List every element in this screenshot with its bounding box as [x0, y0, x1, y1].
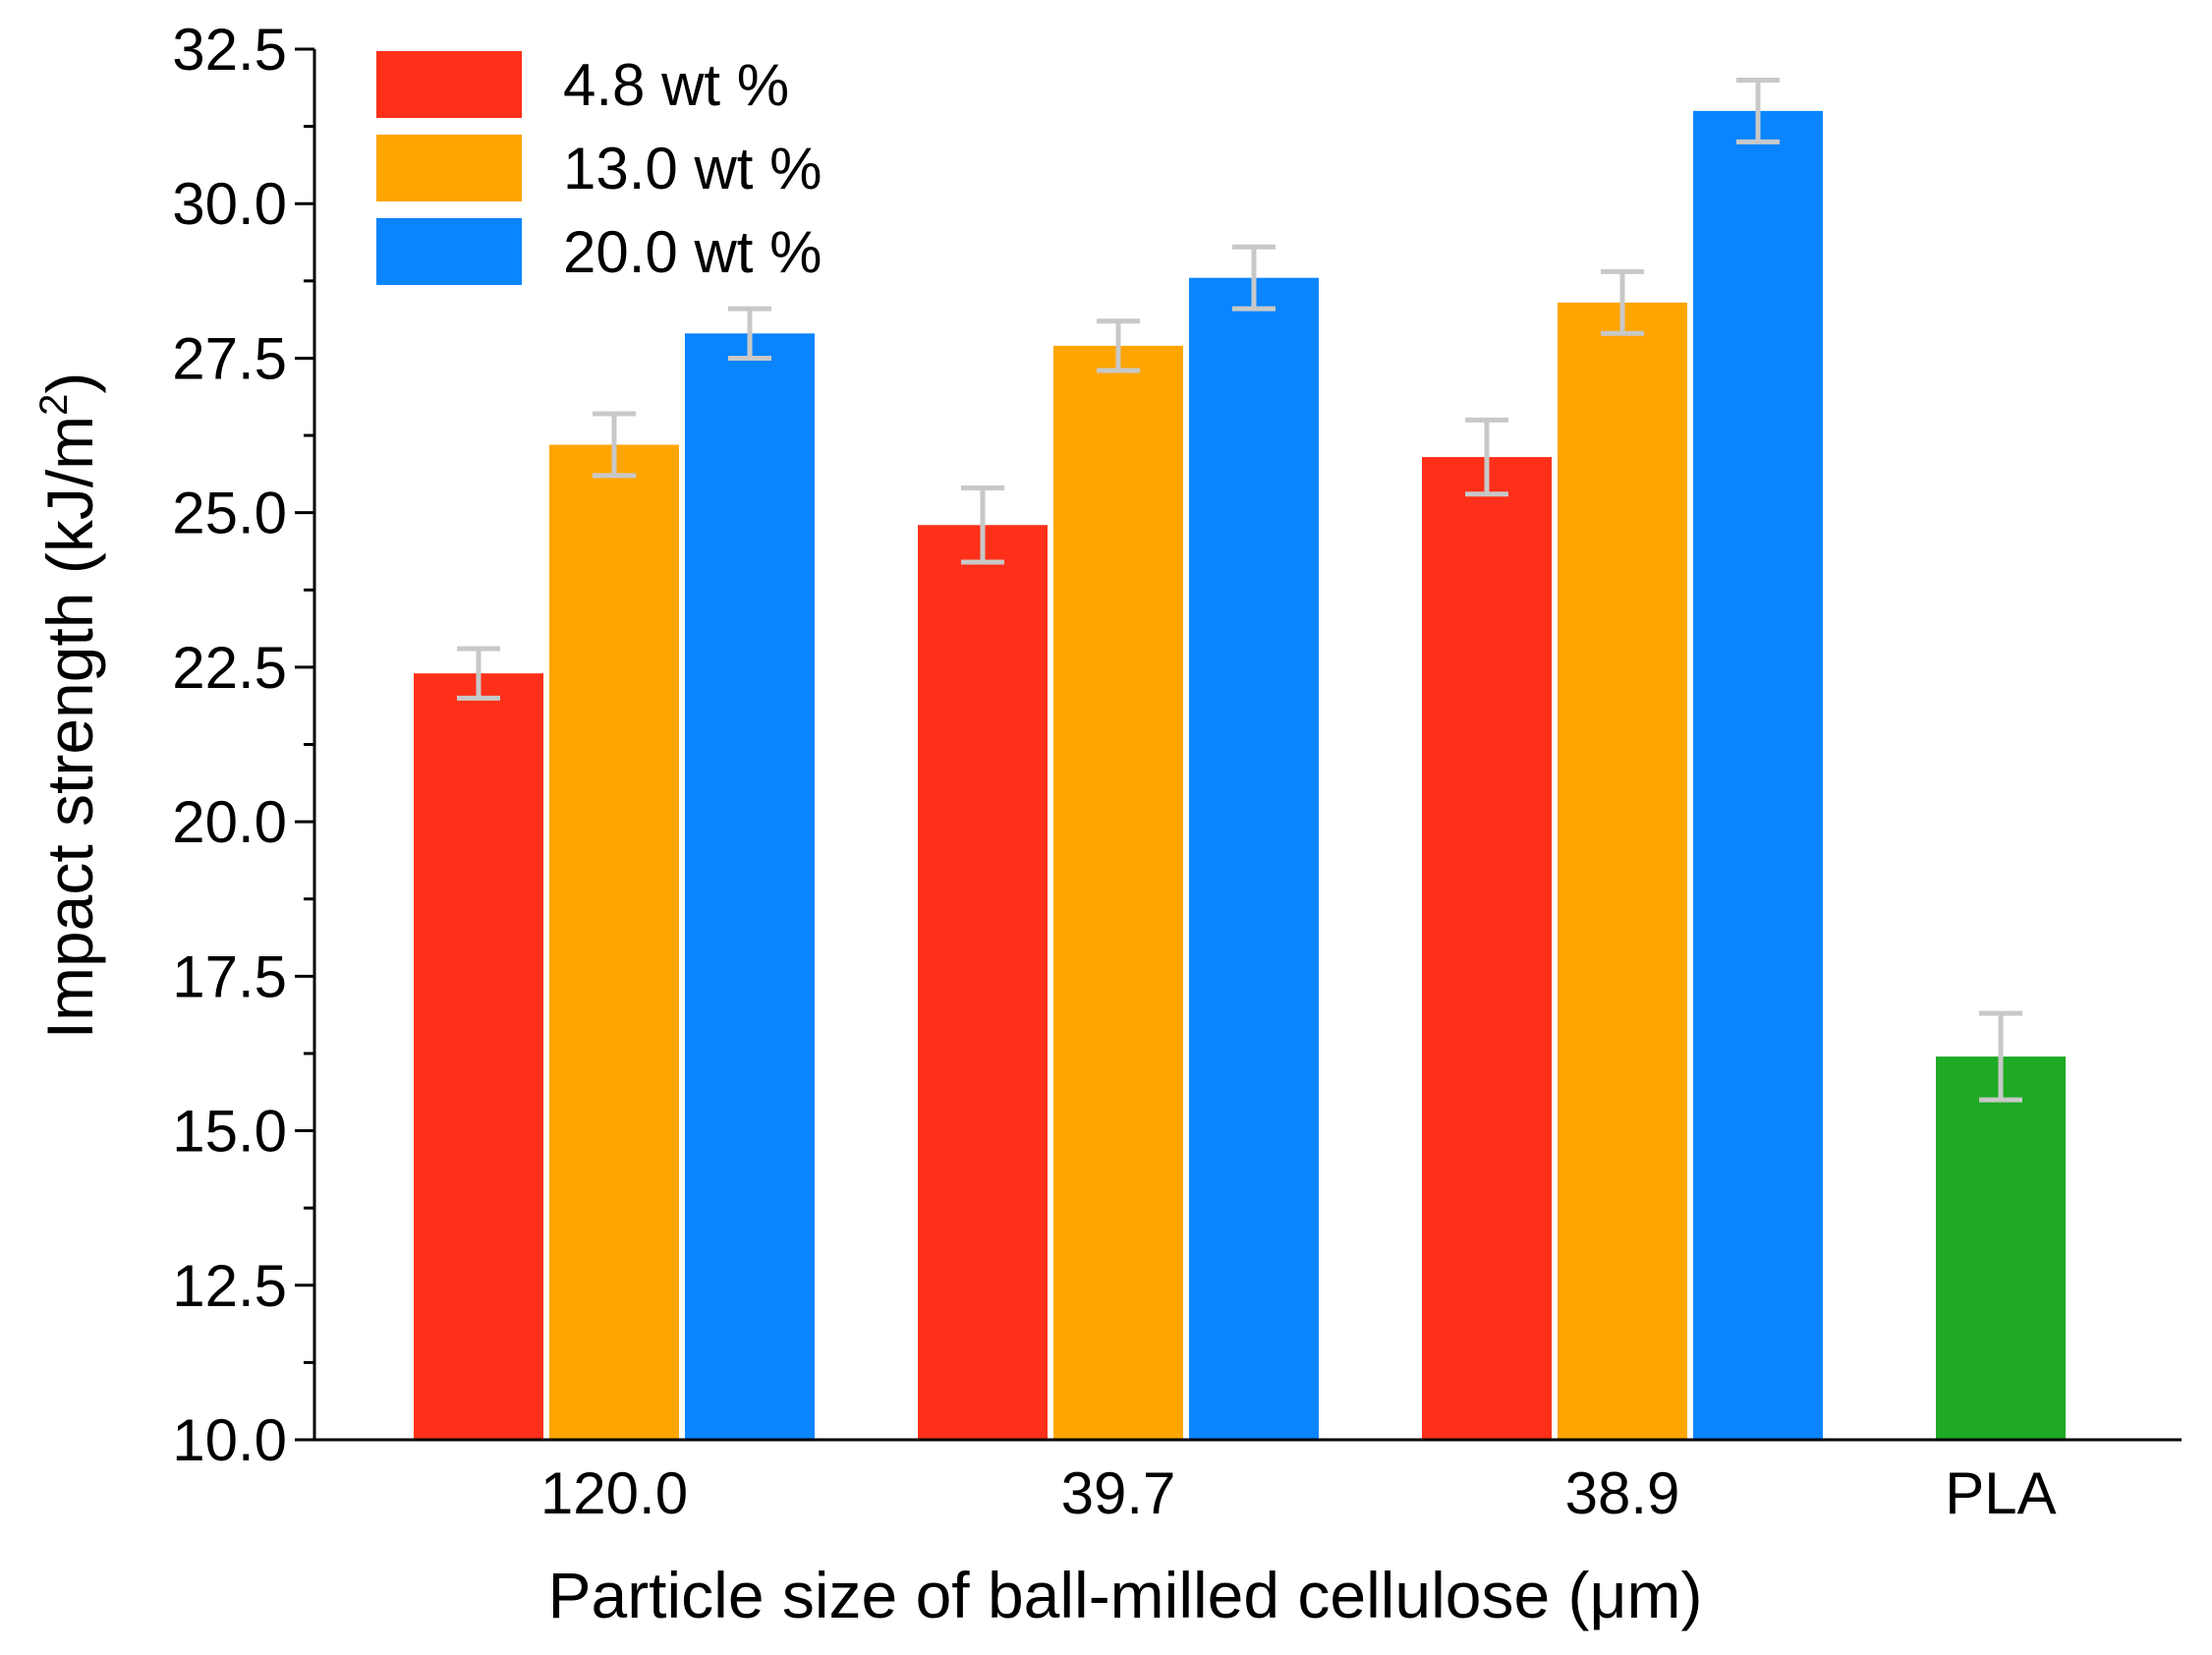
y-tick-label: 15.0 [172, 1099, 287, 1165]
bars-layer [414, 110, 2066, 1441]
bar-1-39.7 [918, 525, 1048, 1440]
y-tick-label: 30.0 [172, 171, 287, 237]
legend-swatch-1 [376, 51, 522, 118]
bar-3-120.0 [685, 333, 815, 1441]
legend-label-3: 20.0 wt % [563, 219, 822, 285]
x-tick-label: 39.7 [1061, 1460, 1176, 1526]
x-tick-label: 120.0 [540, 1460, 688, 1526]
bar-2-38.9 [1558, 302, 1687, 1440]
legend: 4.8 wt % 13.0 wt % 20.0 wt % [376, 51, 822, 285]
bar-3-39.7 [1189, 277, 1319, 1440]
bar-1-120.0 [414, 673, 543, 1440]
y-tick-label: 12.5 [172, 1253, 287, 1319]
bar-pla [1936, 1056, 2066, 1440]
y-axis-title: Impact strength (kJ/m2) [32, 372, 106, 1040]
error-bars-layer [457, 77, 2022, 1103]
y-tick-label: 27.5 [172, 325, 287, 391]
bar-3-38.9 [1693, 110, 1823, 1440]
y-tick-label: 20.0 [172, 789, 287, 855]
y-tick-label: 32.5 [172, 17, 287, 83]
y-axis-title-superscript: 2 [32, 394, 76, 416]
legend-label-2: 13.0 wt % [563, 136, 822, 201]
x-tick-label: 38.9 [1565, 1460, 1680, 1526]
y-axis-title-close: ) [33, 372, 106, 394]
bar-2-39.7 [1053, 345, 1183, 1440]
y-tick-label: 25.0 [172, 481, 287, 546]
y-tick-label: 17.5 [172, 943, 287, 1009]
y-tick-label: 10.0 [172, 1407, 287, 1473]
bar-2-120.0 [549, 444, 679, 1440]
bar-1-38.9 [1422, 457, 1552, 1441]
x-tick-label: PLA [1945, 1460, 2056, 1526]
x-axis-title: Particle size of ball-milled cellulose (… [547, 1559, 1702, 1631]
axes-layer: 10.0 12.5 15.0 17.5 20.0 22.5 25.0 27.5 30.0 32.5… [172, 17, 2182, 1526]
legend-swatch-3 [376, 218, 522, 285]
legend-swatch-2 [376, 135, 522, 201]
legend-label-1: 4.8 wt % [563, 52, 789, 118]
y-axis-title-main: Impact strength (kJ/m [33, 416, 106, 1040]
y-tick-label: 22.5 [172, 635, 287, 701]
